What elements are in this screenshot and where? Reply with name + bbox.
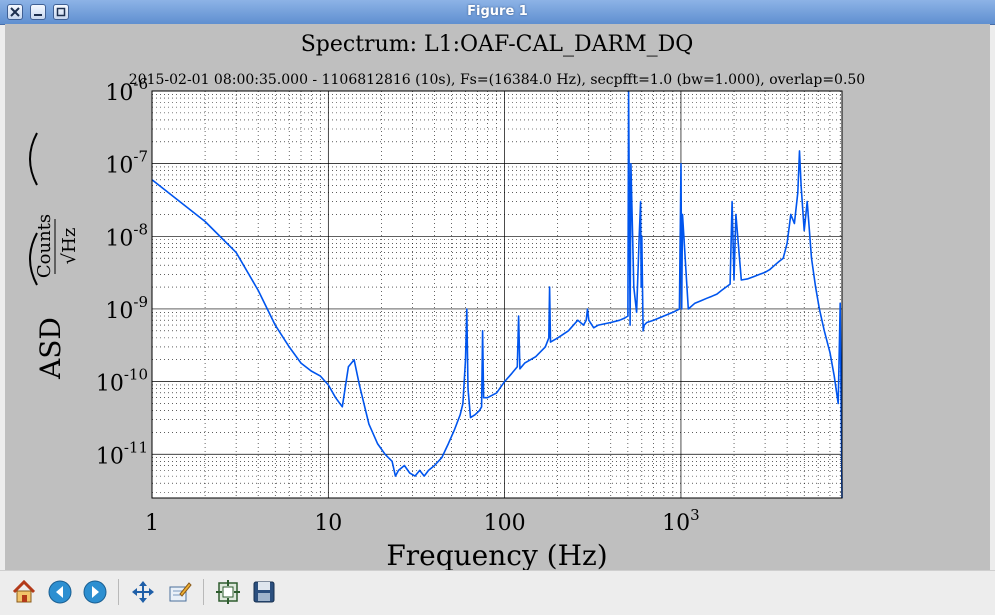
- plot-area: [152, 91, 842, 498]
- toolbar-separator: [118, 579, 119, 605]
- title-bar[interactable]: Figure 1: [0, 0, 995, 25]
- toolbar-separator: [203, 579, 204, 605]
- y-tick-label: 10-9: [105, 293, 148, 324]
- chart-title: Spectrum: L1:OAF-CAL_DARM_DQ: [301, 32, 694, 57]
- y-axis-label: ASD: [34, 317, 67, 380]
- spectrum-chart: Spectrum: L1:OAF-CAL_DARM_DQ 2015-02-01 …: [5, 24, 990, 570]
- y-axis-ticks: 10-11 10-10 10-9 10-8 10-7 10-6: [96, 75, 148, 469]
- back-button[interactable]: [45, 577, 75, 607]
- navigation-toolbar: [0, 570, 995, 615]
- configure-subplots-icon: [215, 579, 241, 605]
- x-axis-label: Frequency (Hz): [386, 539, 607, 570]
- y-tick-label: 10-11: [96, 438, 148, 469]
- x-tick-label: 1: [145, 511, 159, 536]
- window-title: Figure 1: [0, 4, 995, 19]
- arrow-right-icon: [82, 579, 108, 605]
- y-tick-label: 10-10: [96, 366, 148, 397]
- x-axis-ticks: 1 10 100 103: [145, 506, 700, 536]
- floppy-disk-icon: [251, 579, 277, 605]
- y-tick-label: 10-8: [105, 220, 148, 251]
- arrow-left-icon: [47, 579, 73, 605]
- y-unit-denominator: √Hz: [59, 228, 80, 265]
- x-tick-label: 100: [484, 511, 526, 536]
- forward-button[interactable]: [80, 577, 110, 607]
- pan-button[interactable]: [128, 577, 158, 607]
- save-button[interactable]: [249, 577, 279, 607]
- x-tick-label: 103: [662, 506, 700, 536]
- y-tick-label: 10-7: [105, 148, 148, 179]
- home-icon: [11, 579, 37, 605]
- y-tick-label: 10-6: [105, 75, 148, 106]
- home-button[interactable]: [9, 577, 39, 607]
- edit-axes-icon: [167, 579, 193, 605]
- subplots-button[interactable]: [213, 577, 243, 607]
- figure-canvas[interactable]: Spectrum: L1:OAF-CAL_DARM_DQ 2015-02-01 …: [5, 24, 990, 570]
- y-unit-right-paren: [30, 133, 37, 185]
- y-unit-numerator: Counts: [34, 214, 55, 278]
- y-axis-label-group: ASD Counts √Hz: [30, 133, 80, 380]
- zoom-button[interactable]: [165, 577, 195, 607]
- move-icon: [130, 579, 156, 605]
- chart-subtitle: 2015-02-01 08:00:35.000 - 1106812816 (10…: [129, 72, 865, 88]
- x-tick-label: 10: [314, 511, 342, 536]
